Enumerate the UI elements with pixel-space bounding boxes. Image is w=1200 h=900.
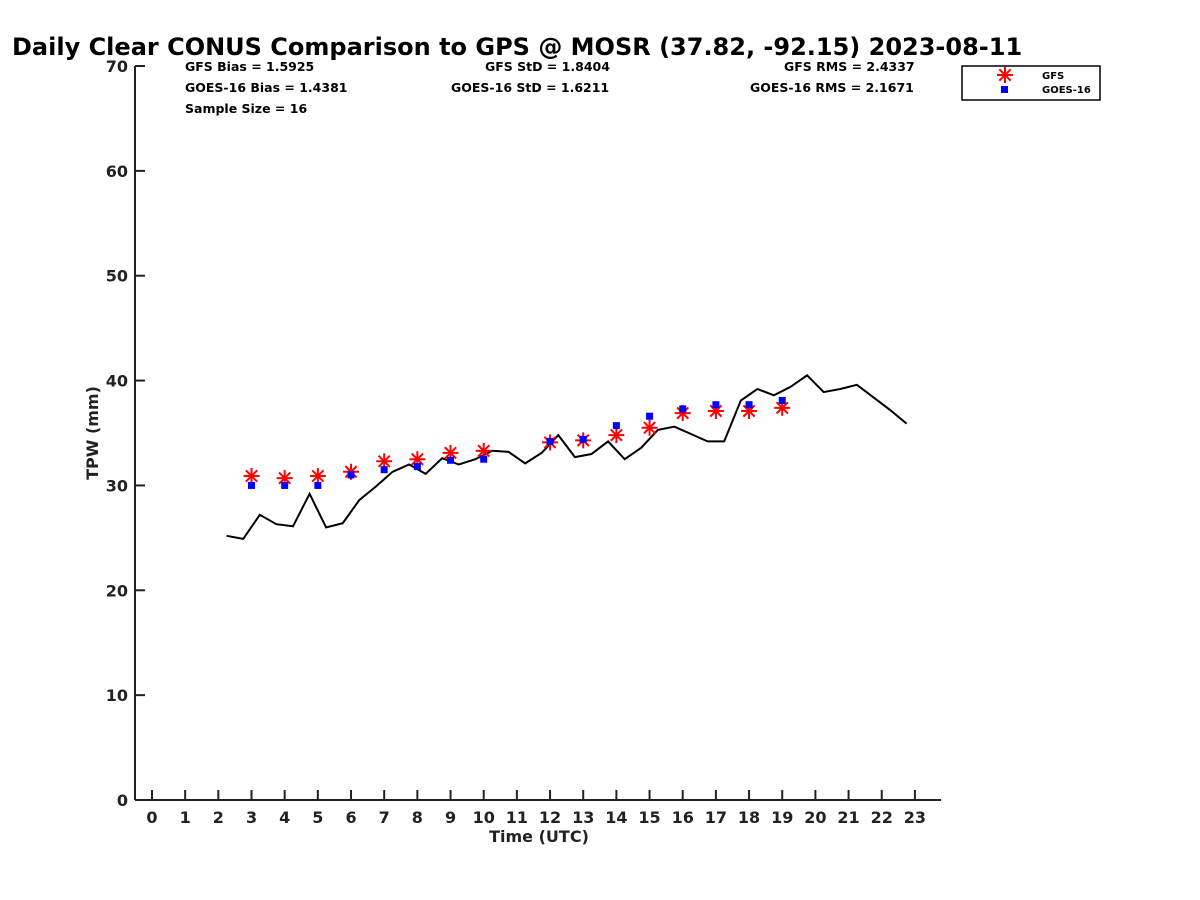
y-tick-label: 30 bbox=[106, 476, 128, 495]
x-tick-label: 6 bbox=[345, 808, 356, 827]
gfs-rms-text: GFS RMS = 2.4337 bbox=[784, 59, 915, 74]
legend-gfs-marker bbox=[997, 67, 1013, 83]
goes-point bbox=[413, 463, 421, 471]
y-tick-label: 60 bbox=[106, 162, 128, 181]
goes-point bbox=[679, 405, 687, 413]
legend-gfs-label: GFS bbox=[1042, 71, 1064, 82]
y-ticks: 0 10 20 30 40 50 60 70 bbox=[106, 57, 145, 810]
goes-std-text: GOES-16 StD = 1.6211 bbox=[451, 80, 609, 95]
goes-point bbox=[579, 435, 587, 443]
gfs-point bbox=[309, 467, 326, 484]
goes-point bbox=[745, 401, 753, 409]
x-tick-label: 18 bbox=[738, 808, 760, 827]
gfs-bias-text: GFS Bias = 1.5925 bbox=[185, 59, 314, 74]
legend-box bbox=[961, 65, 1101, 101]
goes-point bbox=[612, 422, 620, 430]
x-tick-label: 10 bbox=[473, 808, 495, 827]
y-tick-label: 50 bbox=[106, 267, 128, 286]
x-tick-label: 21 bbox=[837, 808, 859, 827]
gfs-point bbox=[442, 444, 459, 461]
x-tick-label: 5 bbox=[312, 808, 323, 827]
plot-area bbox=[226, 373, 908, 541]
x-tick-label: 13 bbox=[572, 808, 594, 827]
x-tick-label: 1 bbox=[180, 808, 191, 827]
sample-size-text: Sample Size = 16 bbox=[185, 101, 307, 116]
legend-goes-label: GOES-16 bbox=[1042, 85, 1091, 96]
gfs-point bbox=[608, 427, 625, 444]
x-tick-label: 9 bbox=[445, 808, 456, 827]
x-axis-label: Time (UTC) bbox=[489, 827, 589, 846]
x-tick-label: 23 bbox=[904, 808, 926, 827]
x-ticks: 0 1 2 3 4 5 6 7 8 9 10 11 12 13 14 15 16 17 18 19 20 21 22 23 bbox=[146, 790, 926, 827]
goes-point bbox=[380, 466, 388, 474]
y-tick-label: 0 bbox=[117, 791, 128, 810]
goes-point bbox=[248, 481, 256, 489]
gfs-point bbox=[641, 419, 658, 436]
goes-point bbox=[314, 481, 322, 489]
gfs-std-text: GFS StD = 1.8404 bbox=[485, 59, 610, 74]
x-tick-label: 2 bbox=[213, 808, 224, 827]
x-tick-label: 14 bbox=[605, 808, 627, 827]
goes-point bbox=[646, 412, 654, 420]
x-tick-label: 16 bbox=[672, 808, 694, 827]
x-tick-label: 19 bbox=[771, 808, 793, 827]
y-tick-label: 20 bbox=[106, 581, 128, 600]
x-tick-label: 12 bbox=[539, 808, 561, 827]
gps-series-line bbox=[226, 373, 908, 541]
chart-title: Daily Clear CONUS Comparison to GPS @ MO… bbox=[12, 33, 1022, 61]
axes bbox=[134, 66, 941, 801]
y-tick-label: 70 bbox=[106, 57, 128, 76]
legend-gfs-asterisk bbox=[997, 67, 1013, 83]
x-tick-label: 22 bbox=[871, 808, 893, 827]
stats-block: GFS Bias = 1.5925 GOES-16 Bias = 1.4381 … bbox=[185, 59, 915, 116]
y-tick-label: 10 bbox=[106, 686, 128, 705]
x-tick-label: 3 bbox=[246, 808, 257, 827]
goes-point bbox=[546, 437, 554, 445]
legend-goes-marker bbox=[1001, 86, 1008, 93]
x-tick-label: 15 bbox=[638, 808, 660, 827]
x-tick-label: 0 bbox=[146, 808, 157, 827]
x-tick-label: 8 bbox=[412, 808, 423, 827]
goes-point bbox=[480, 455, 488, 463]
goes-point bbox=[347, 471, 355, 479]
legend: GFS GOES-16 bbox=[961, 65, 1101, 101]
goes-point bbox=[447, 456, 455, 464]
gfs-point bbox=[243, 467, 260, 484]
x-tick-label: 7 bbox=[379, 808, 390, 827]
goes-point bbox=[778, 396, 786, 404]
goes-point bbox=[281, 481, 289, 489]
goes-point bbox=[712, 401, 720, 409]
goes-bias-text: GOES-16 Bias = 1.4381 bbox=[185, 80, 347, 95]
goes-rms-text: GOES-16 RMS = 2.1671 bbox=[750, 80, 914, 95]
x-tick-label: 4 bbox=[279, 808, 290, 827]
y-axis-label: TPW (mm) bbox=[83, 386, 102, 480]
y-tick-label: 40 bbox=[106, 372, 128, 391]
x-tick-label: 20 bbox=[804, 808, 826, 827]
x-tick-label: 11 bbox=[506, 808, 528, 827]
x-tick-label: 17 bbox=[705, 808, 727, 827]
